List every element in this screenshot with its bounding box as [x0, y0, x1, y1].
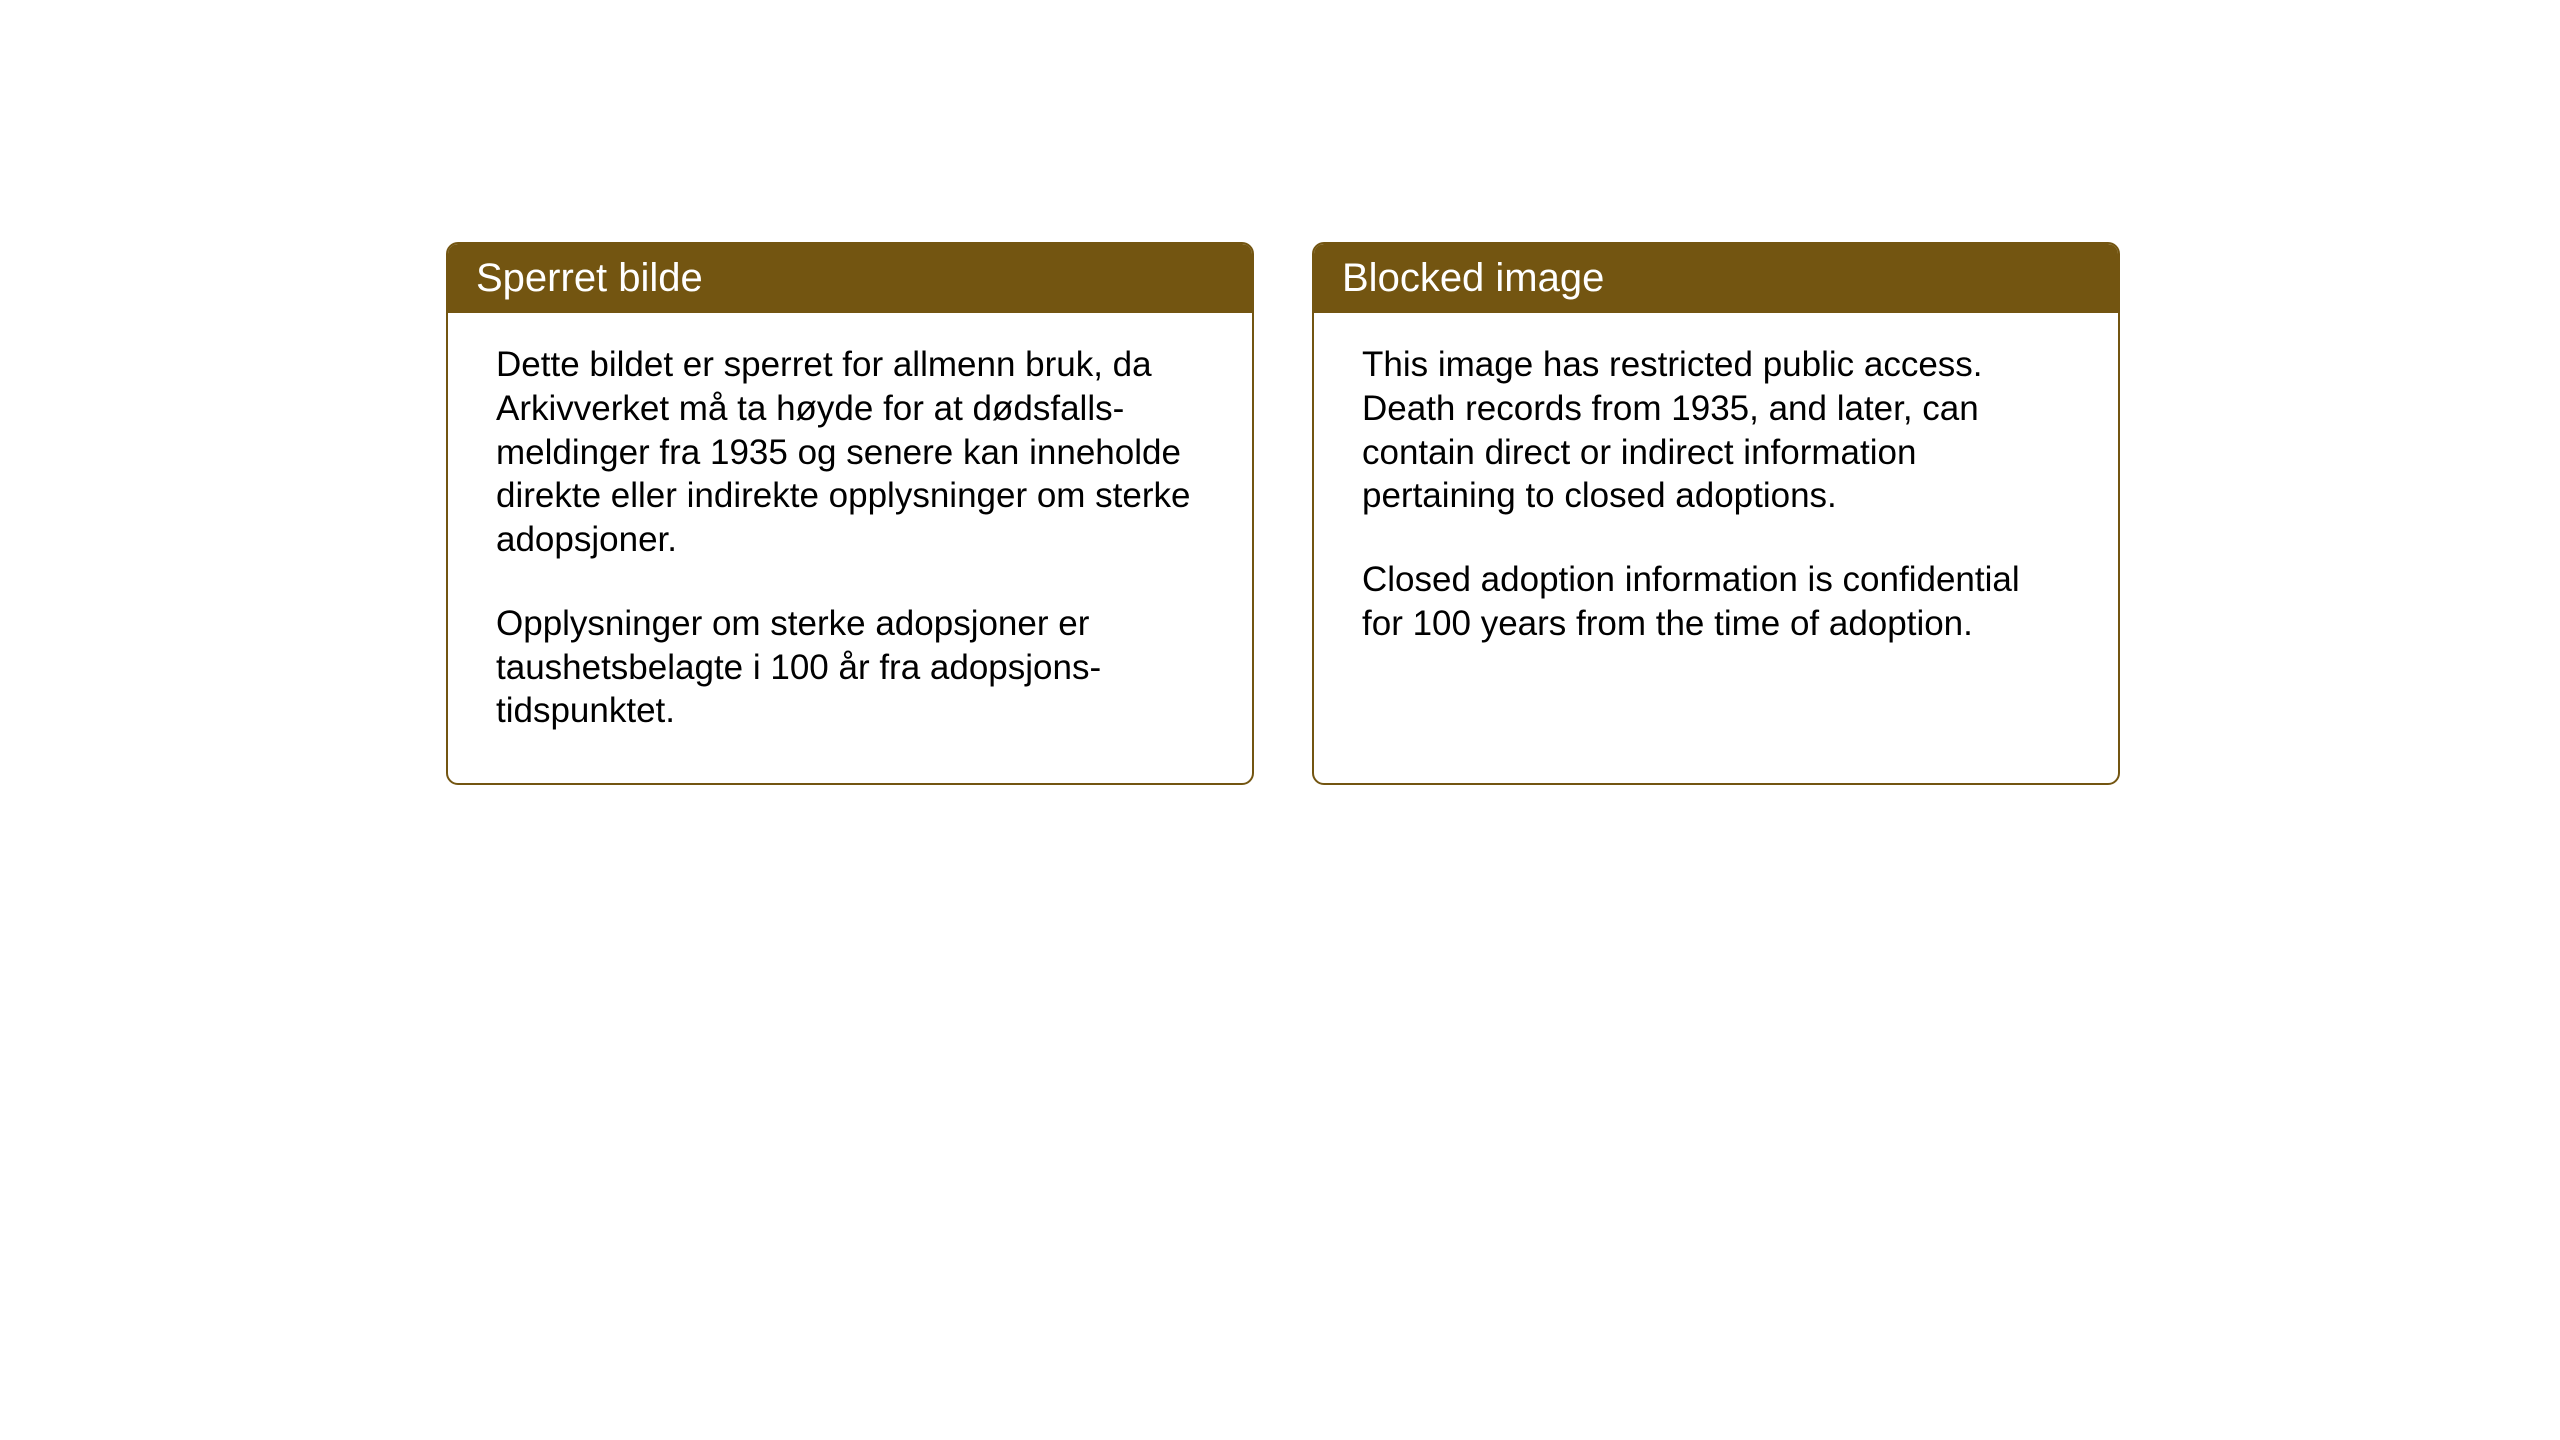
norwegian-card-body: Dette bildet er sperret for allmenn bruk…: [448, 313, 1252, 783]
english-card-header: Blocked image: [1314, 244, 2118, 313]
english-card-title: Blocked image: [1342, 256, 1604, 300]
english-card-body: This image has restricted public access.…: [1314, 313, 2118, 696]
norwegian-paragraph-1: Dette bildet er sperret for allmenn bruk…: [496, 343, 1204, 562]
norwegian-card-header: Sperret bilde: [448, 244, 1252, 313]
norwegian-card-title: Sperret bilde: [476, 256, 703, 300]
english-notice-card: Blocked image This image has restricted …: [1312, 242, 2120, 785]
notice-container: Sperret bilde Dette bildet er sperret fo…: [446, 242, 2120, 785]
english-paragraph-1: This image has restricted public access.…: [1362, 343, 2070, 518]
norwegian-paragraph-2: Opplysninger om sterke adopsjoner er tau…: [496, 602, 1204, 733]
norwegian-notice-card: Sperret bilde Dette bildet er sperret fo…: [446, 242, 1254, 785]
english-paragraph-2: Closed adoption information is confident…: [1362, 558, 2070, 646]
